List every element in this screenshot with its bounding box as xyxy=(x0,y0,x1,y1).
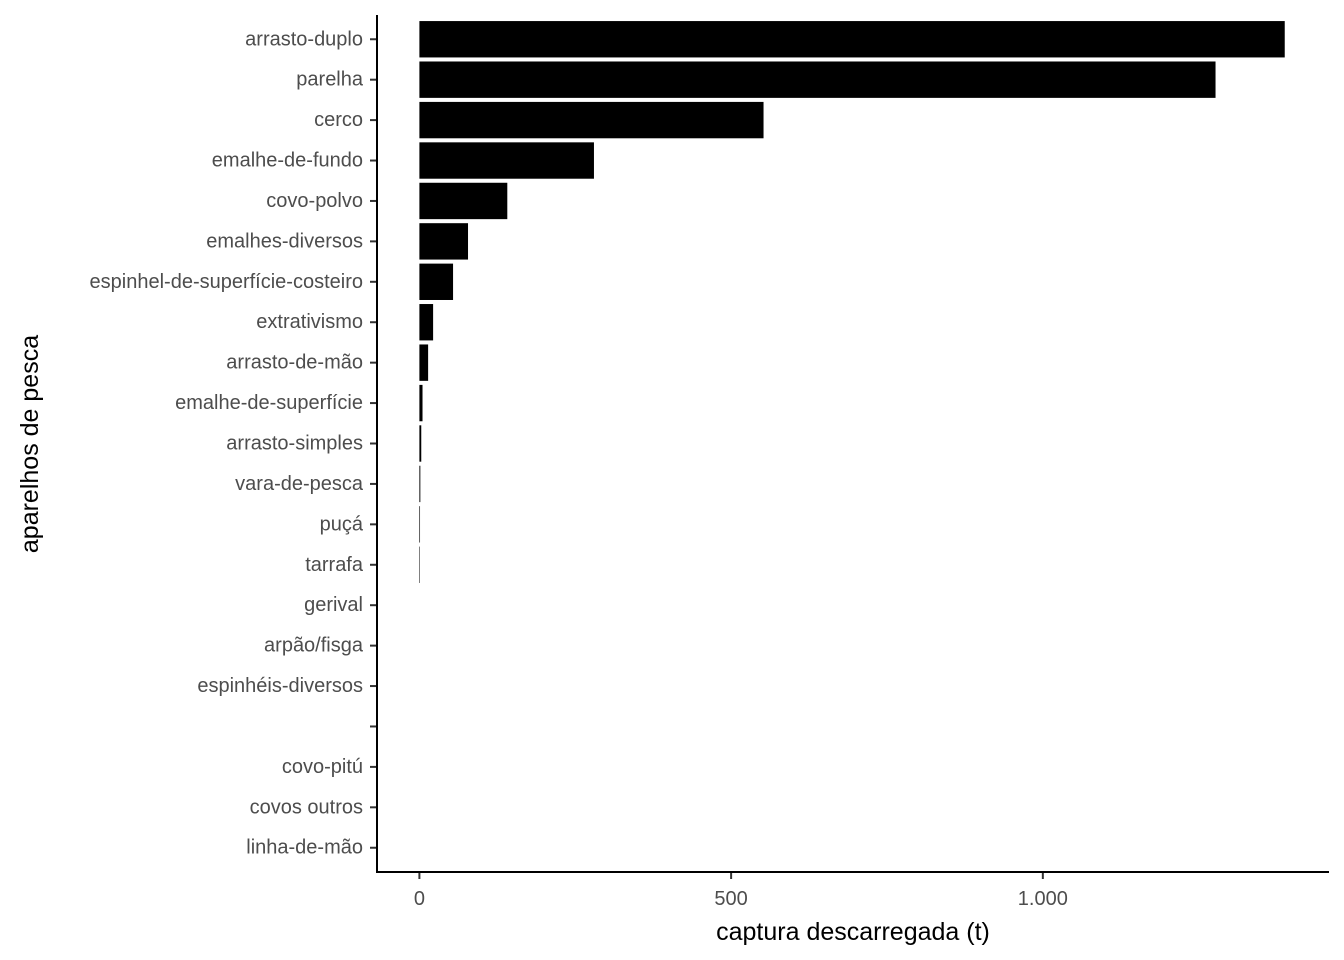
y-tick-label: arrasto-simples xyxy=(226,433,363,455)
bar xyxy=(419,101,764,139)
y-tick-label: cerco xyxy=(314,109,363,131)
bar xyxy=(419,344,429,381)
bars-group xyxy=(419,21,1285,583)
y-tick-label: covo-pitú xyxy=(282,756,363,778)
y-tick-label: tarrafa xyxy=(305,554,364,576)
y-tick-label: arrasto-de-mão xyxy=(226,352,363,374)
y-tick-label: parelha xyxy=(296,69,364,91)
x-tick-label: 0 xyxy=(414,888,425,910)
bar xyxy=(419,384,423,422)
x-axis-title: captura descarregada (t) xyxy=(716,918,990,946)
x-tick-label: 500 xyxy=(714,888,747,910)
y-tick-label: puçá xyxy=(320,513,364,535)
bar xyxy=(419,142,594,179)
bar xyxy=(419,263,454,300)
bar xyxy=(419,506,421,543)
y-tick-label: covos outros xyxy=(250,796,363,818)
y-tick-label: extrativismo xyxy=(256,311,363,333)
y-tick-label: espinhéis-diversos xyxy=(197,675,363,697)
y-tick-label: vara-de-pesca xyxy=(235,473,364,495)
y-tick-label: gerival xyxy=(304,594,363,616)
bar xyxy=(419,465,421,503)
bar xyxy=(419,304,434,341)
y-axis-ticks: arrasto-duplo parelha cerco emalhe-de-fundo… xyxy=(90,28,377,859)
y-tick-label: arrasto-duplo xyxy=(245,28,363,50)
bar xyxy=(419,223,469,260)
y-axis-title: aparelhos de pesca xyxy=(16,335,44,553)
x-axis-ticks: 0 500 1.000 xyxy=(414,872,1068,910)
y-tick-label: emalhe-de-superfície xyxy=(175,392,363,414)
y-tick-label: emalhe-de-fundo xyxy=(212,150,363,172)
x-tick-label: 1.000 xyxy=(1018,888,1068,910)
bar xyxy=(419,21,1285,58)
y-tick-label: covo-polvo xyxy=(266,190,363,212)
y-tick-label: espinhel-de-superfície-costeiro xyxy=(90,271,363,293)
y-tick-label: linha-de-mão xyxy=(246,837,363,859)
bar xyxy=(419,182,508,220)
y-tick-label: arpão/fisga xyxy=(264,635,364,657)
y-tick-label: emalhes-diversos xyxy=(206,230,363,252)
bar xyxy=(419,61,1216,98)
bar xyxy=(419,425,422,462)
